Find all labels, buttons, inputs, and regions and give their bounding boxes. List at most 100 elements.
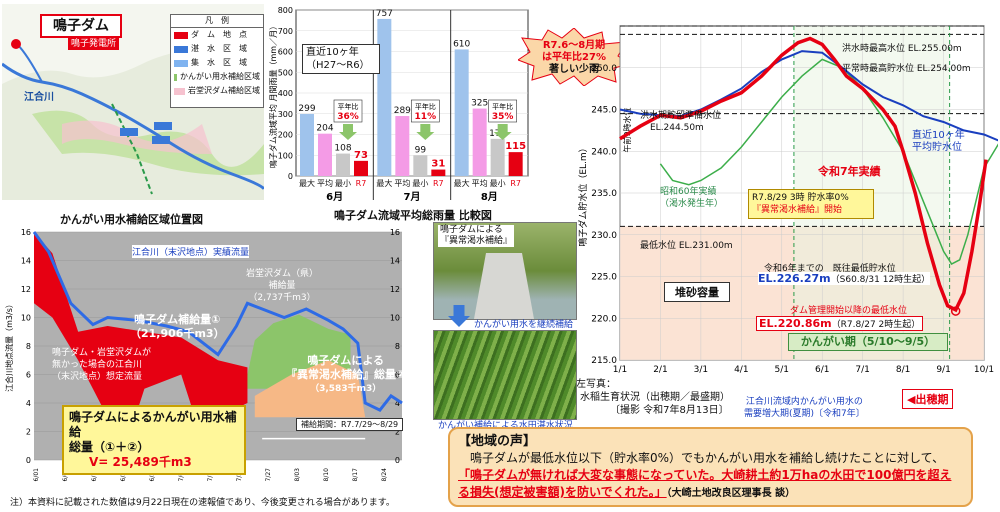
rain-ytick: 700 — [278, 27, 293, 36]
rain-bar-label: R7 — [510, 179, 521, 188]
level-ytick: 250.0 — [591, 64, 617, 74]
rain-ytick: 500 — [278, 68, 293, 77]
rain-bar-label: R7 — [356, 179, 367, 188]
level-ylabel-right: 午前9時水位 — [622, 107, 632, 152]
ratio-box — [488, 99, 517, 123]
rain-month-label: 6月 — [326, 191, 343, 203]
field-caption: かんがい補給による水田湛水状況 — [438, 421, 573, 431]
level-ytick: 235.0 — [591, 189, 617, 199]
rain-bar-value: 289 — [394, 106, 411, 116]
rain-bar-label: 最大 — [454, 178, 470, 188]
voice-quote: 「鳴子ダムが無ければ大変な事態になっていた。大崎耕土約1万haの水田で100億円… — [458, 468, 952, 499]
rain-caption: 鳴子ダム流域平均総雨量 比較図 — [334, 209, 492, 222]
legend-swatch — [174, 59, 188, 67]
demand-label: 江合川流域内かんがい用水の 需要増大期(夏期)〔令和7年〕 — [744, 397, 865, 419]
flood-max-label: 洪水時最高水位 EL.255.00m — [842, 44, 962, 54]
flow-xtick: 8/10 — [323, 468, 330, 482]
rain-bar-value: 325 — [471, 99, 488, 109]
record-note: （S60.8/31 12時生起） — [830, 275, 931, 285]
legend-swatch — [174, 87, 185, 95]
naruko-area — [34, 232, 248, 446]
starburst-shape — [516, 27, 632, 87]
level-xtick: 2/1 — [653, 365, 667, 375]
rain-bar-label: 平均 — [472, 178, 488, 188]
flood-standby-label: 洪水期貯留準備水位 EL.244.50m — [640, 111, 722, 133]
legend-row: 湛 水 区 域 — [171, 42, 263, 56]
flow-ytick: 16 — [21, 228, 31, 237]
flow-ytick: 8 — [26, 342, 31, 351]
rain-bar — [413, 155, 428, 176]
voice-title: 【地域の声】 — [458, 434, 537, 449]
rain-ytick: 800 — [278, 6, 293, 15]
rain-ytick: 200 — [278, 131, 293, 140]
new-min-marker — [950, 306, 961, 316]
abnormal-label: 鳴子ダムによる 『異常渇水補給』総量② （3,583千m3） — [286, 354, 406, 394]
flow-xtick: 8/24 — [381, 468, 388, 482]
nodam-label: 鳴子ダム・岩堂沢ダムが 無かった場合の江合川 （末沢地点）想定流量 — [52, 348, 152, 382]
period-label: 補給期間：R7.7/29～8/29 — [296, 418, 404, 431]
rain-bar-value: 31 — [431, 159, 445, 170]
level-xtick: 9/1 — [936, 365, 950, 375]
level-xtick: 10/1 — [974, 365, 994, 375]
dam-caption: 鳴子ダムによる 『異常渇水補給』 — [438, 225, 515, 247]
flow-xtick: 7/27 — [265, 468, 272, 482]
rain-bar — [395, 116, 410, 176]
flow-ylabel: 江合川地点流量（m3/s） — [4, 300, 14, 392]
rain-bar — [490, 138, 505, 176]
flow-xtick: 6/01 — [33, 468, 40, 482]
abnormal-area — [254, 360, 366, 418]
heading-period-label: ◀出穂期 — [902, 389, 954, 409]
level-xtick: 8/1 — [896, 365, 910, 375]
ratio-arrow-icon — [339, 124, 357, 140]
map-legend: 凡 例 ダ ム 地 点湛 水 区 域集 水 区 域かんがい用水補給区域 岩堂沢ダム… — [170, 14, 264, 108]
rain-bar — [508, 152, 523, 176]
flow-xtick: 8/03 — [294, 468, 301, 482]
legend-row: 集 水 区 域 — [171, 56, 263, 70]
rain-bar-label: 平均 — [394, 178, 410, 188]
callout-box: R7.8/29 3時 貯水率0% 『異常渇水補給』開始 — [748, 189, 874, 219]
flow-xtick: 8/17 — [352, 468, 359, 482]
rain-ytick: 300 — [278, 110, 293, 119]
level-chart: 215.0 220.0 225.0 230.0 235.0 240.0 245.0 250.0… — [576, 20, 1000, 420]
rain-bar-label: R7 — [433, 179, 444, 188]
new-min-note: （R7.8/27 2時生起） — [831, 320, 921, 330]
rain-bar-value: 299 — [298, 104, 315, 114]
flow-ytick: 14 — [21, 257, 31, 266]
rain-ytick: 100 — [278, 151, 293, 160]
ratio-box — [411, 99, 440, 123]
r7-label: 令和7年実績 — [818, 165, 881, 178]
voice-quote-wrap: 「鳴子ダムが無ければ大変な事態になっていた。大崎耕土約1万haの水田で100億円… — [458, 467, 963, 502]
rain-bar — [377, 18, 392, 176]
flow-ytick-right: 6 — [395, 371, 400, 380]
rain-legend-note: 直近10ヶ年（H27～R6） — [302, 44, 380, 74]
total-box: 鳴子ダムによるかんがい用水補給 総量（①＋②） V= 25,489千m3 — [62, 405, 246, 475]
flow-ytick-right: 2 — [395, 428, 400, 437]
river-label: 江合川 — [24, 92, 54, 103]
legend-label: 岩堂沢ダム補給区域 — [188, 86, 260, 95]
level-ylabel: 鳴子ダム貯水位（EL.m） — [577, 143, 589, 246]
rain-ytick: 600 — [278, 48, 293, 57]
flow-ytick: 12 — [21, 285, 31, 294]
sediment-label: 堆砂容量 — [664, 282, 730, 302]
rain-month-label: 7月 — [404, 191, 421, 203]
voice-line: 鳴子ダムが最低水位以下（貯水率0%）でもかんがい用水を補給し続けたことに対して、 — [458, 451, 945, 465]
flow-ytick-right: 16 — [390, 228, 400, 237]
rain-bar — [336, 153, 350, 176]
legend-swatch — [174, 73, 177, 81]
flow-ytick: 6 — [26, 371, 31, 380]
ratio-value: 36% — [337, 112, 359, 122]
ratio-value: 11% — [415, 112, 437, 122]
legend-label: かんがい用水補給区域 — [180, 72, 260, 81]
rain-bar — [300, 113, 314, 176]
rain-ylabel: 鳴子ダム流域平均 月間雨量（mm／月） — [268, 22, 278, 168]
iwado-label: 岩堂沢ダム（県） 補給量 （2,737千m3） — [246, 269, 319, 303]
rain-ytick: 0 — [288, 172, 293, 181]
level-xtick: 5/1 — [775, 365, 789, 375]
ratio-title: 平年比 — [415, 102, 436, 111]
flow-ytick-right: 4 — [395, 399, 400, 408]
legend-label: 集 水 区 域 — [191, 58, 247, 67]
rain-bar — [472, 108, 487, 176]
heading-text: 出穂期 — [915, 393, 949, 406]
level-ytick: 225.0 — [591, 273, 617, 283]
ratio-title: 平年比 — [492, 102, 513, 111]
